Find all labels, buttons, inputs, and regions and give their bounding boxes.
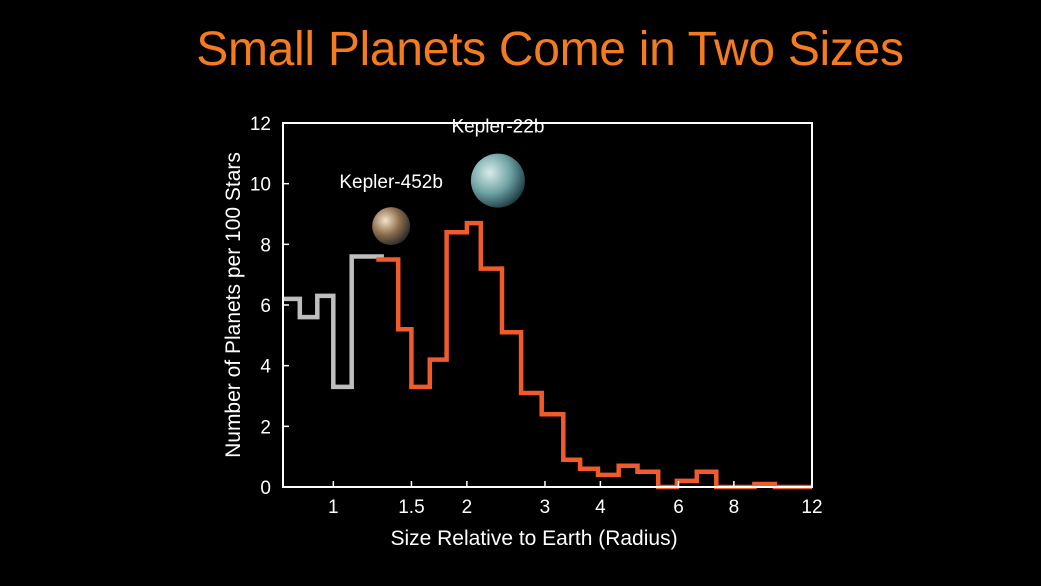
annotation-layer: Kepler-452b Kepler-22b (339, 117, 544, 246)
y-tick-label: 8 (260, 235, 271, 256)
x-tick-label: 3 (540, 497, 551, 518)
y-tick-label: 6 (260, 296, 271, 317)
x-tick-label: 4 (595, 497, 606, 518)
annotation-label: Kepler-452b (339, 172, 443, 193)
series-0-step-line (283, 254, 384, 390)
x-axis: 1 1.5 2 3 4 6 8 12 (328, 481, 823, 518)
y-tick-label: 2 (260, 417, 271, 438)
slide-title: Small Planets Come in Two Sizes (196, 23, 904, 76)
x-axis-label: Size Relative to Earth (Radius) (390, 527, 677, 550)
y-tick-label: 12 (250, 114, 271, 135)
y-tick-label: 0 (260, 478, 271, 499)
y-axis: 0 2 4 6 8 10 12 (250, 114, 289, 499)
series-layer (283, 220, 812, 490)
x-tick-label: 6 (673, 497, 684, 518)
x-tick-label: 1 (328, 497, 339, 518)
y-axis-label: Number of Planets per 100 Stars (222, 152, 245, 458)
x-tick-label: 2 (462, 497, 473, 518)
y-tick-label: 10 (250, 175, 271, 196)
planet-kepler-452b-icon (372, 207, 411, 246)
x-tick-label: 1.5 (398, 497, 424, 518)
x-tick-label: 8 (729, 497, 740, 518)
annotation-label: Kepler-22b (451, 117, 544, 138)
planet-kepler-22b-icon (470, 153, 525, 208)
y-tick-label: 4 (260, 357, 271, 378)
series-1-step-line (376, 220, 812, 490)
x-tick-label: 12 (801, 497, 822, 518)
